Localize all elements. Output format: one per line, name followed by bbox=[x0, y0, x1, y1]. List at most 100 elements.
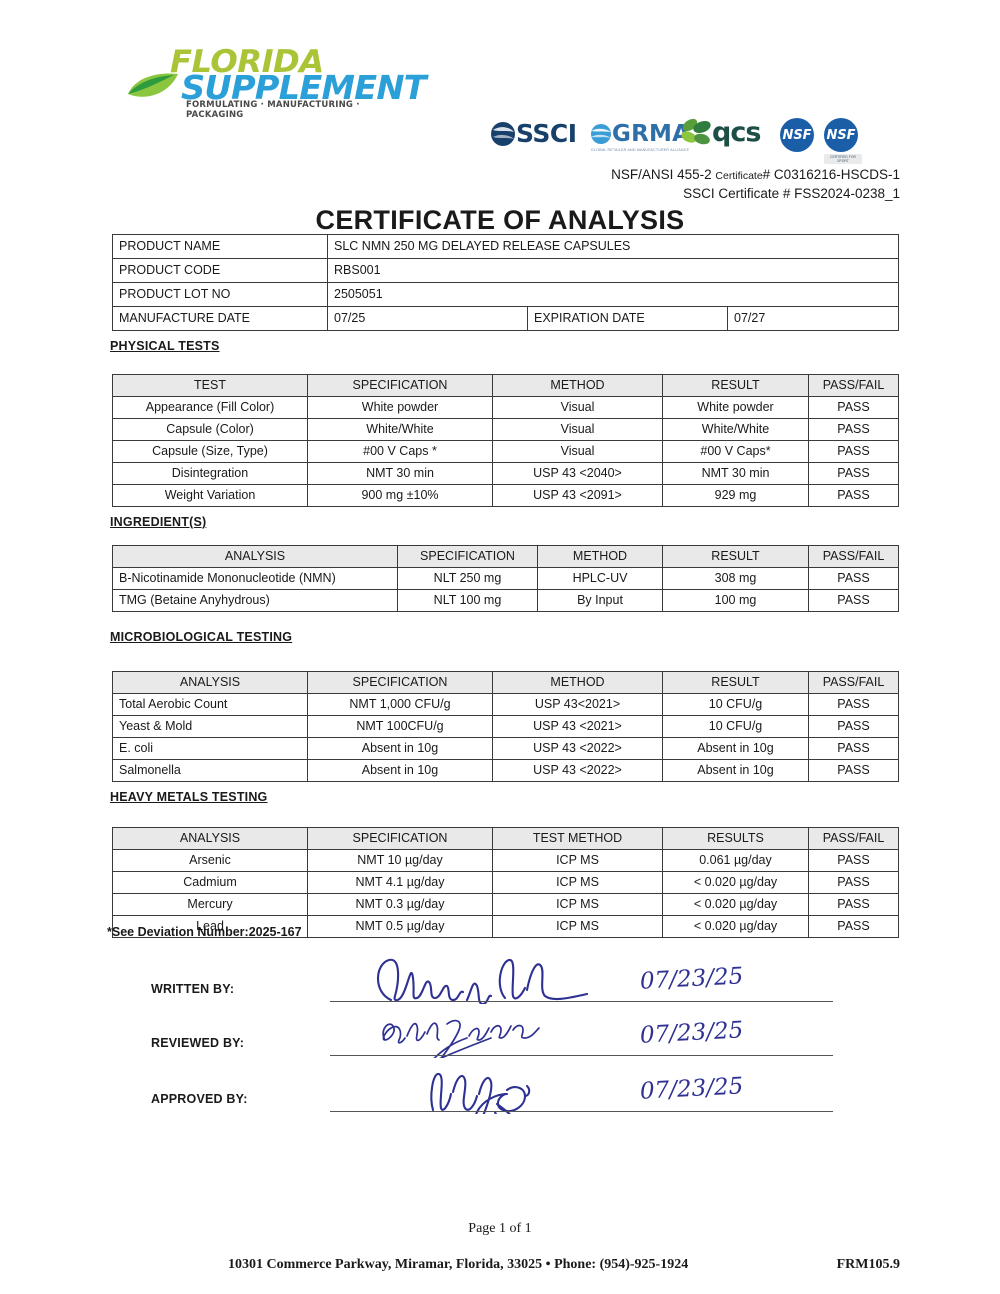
table-cell: < 0.020 µg/day bbox=[662, 915, 809, 938]
table-cell: Yeast & Mold bbox=[112, 715, 308, 738]
table-cell: ICP MS bbox=[492, 871, 663, 894]
manufacture-date-value: 07/25 bbox=[327, 306, 528, 331]
section-heading-heavy-metals: HEAVY METALS TESTING bbox=[110, 790, 268, 804]
table-header-row: ANALYSIS SPECIFICATION TEST METHOD RESULTS P… bbox=[112, 827, 899, 850]
column-header: PASS/FAIL bbox=[808, 545, 899, 568]
grma-subtitle: GLOBAL RETAILER AND MANUFACTURER ALLIANC… bbox=[590, 148, 690, 152]
table-cell: 10 CFU/g bbox=[662, 693, 809, 716]
table-cell: NLT 100 mg bbox=[397, 589, 538, 612]
signature-row-approved: APPROVED BY: 07/23/25 bbox=[0, 1070, 1000, 1124]
table-cell: NMT 100CFU/g bbox=[307, 715, 493, 738]
product-lot-value: 2505051 bbox=[326, 282, 900, 307]
table-cell: NMT 0.5 µg/day bbox=[307, 915, 493, 938]
table-cell: 0.061 µg/day bbox=[662, 849, 809, 872]
table-cell: HPLC-UV bbox=[537, 567, 663, 590]
table-cell: PASS bbox=[808, 693, 899, 716]
ssci-label: SSCI bbox=[516, 119, 577, 148]
table-cell: Appearance (Fill Color) bbox=[112, 396, 308, 419]
table-row: Disintegration NMT 30 min USP 43 <2040> NMT… bbox=[112, 462, 899, 485]
table-cell: B-Nicotinamide Mononucleotide (NMN) bbox=[112, 567, 398, 590]
product-name-label: PRODUCT NAME bbox=[112, 234, 328, 259]
footer-form-number: FRM105.9 bbox=[836, 1257, 900, 1272]
table-row: PRODUCT LOT NO 2505051 bbox=[112, 282, 900, 307]
table-row: Weight Variation 900 mg ±10% USP 43 <2091>… bbox=[112, 484, 899, 507]
column-header: RESULTS bbox=[662, 827, 809, 850]
table-cell: Absent in 10g bbox=[307, 759, 493, 782]
table-cell: ICP MS bbox=[492, 849, 663, 872]
nsf-badge: NSF bbox=[780, 118, 814, 152]
heavy-metals-table: ANALYSIS SPECIFICATION TEST METHOD RESULTS P… bbox=[112, 827, 899, 938]
nsf-sport-caption: CERTIFIED FOR SPORT bbox=[824, 154, 862, 164]
nsf-ansi-certificate-line: NSF/ANSI 455-2 Certificate# C0316216-HSC… bbox=[611, 166, 900, 185]
table-cell: Absent in 10g bbox=[662, 737, 809, 760]
grma-label: GRMA bbox=[612, 121, 691, 147]
expiration-date-value: 07/27 bbox=[726, 306, 900, 331]
column-header: SPECIFICATION bbox=[307, 671, 493, 694]
table-cell: USP 43 <2021> bbox=[492, 715, 663, 738]
reviewed-by-date: 07/23/25 bbox=[639, 1017, 744, 1049]
product-info-table: PRODUCT NAME SLC NMN 250 MG DELAYED RELE… bbox=[112, 234, 900, 331]
table-cell: TMG (Betaine Anyhydrous) bbox=[112, 589, 398, 612]
ssci-globe-icon bbox=[491, 121, 515, 146]
table-cell: Visual bbox=[492, 440, 663, 463]
signature-row-written: WRITTEN BY: 07/23/25 bbox=[0, 958, 1000, 1014]
column-header: METHOD bbox=[537, 545, 663, 568]
column-header: SPECIFICATION bbox=[307, 827, 493, 850]
qcs-leaves-icon bbox=[681, 118, 711, 144]
table-cell: PASS bbox=[808, 462, 899, 485]
certificate-numbers: NSF/ANSI 455-2 Certificate# C0316216-HSC… bbox=[611, 166, 900, 202]
manufacture-date-label: MANUFACTURE DATE bbox=[112, 306, 328, 331]
table-cell: < 0.020 µg/day bbox=[662, 871, 809, 894]
table-cell: ICP MS bbox=[492, 893, 663, 916]
table-cell: Cadmium bbox=[112, 871, 308, 894]
microbiological-table: ANALYSIS SPECIFICATION METHOD RESULT PASS/FA… bbox=[112, 671, 899, 782]
column-header: SPECIFICATION bbox=[307, 374, 493, 397]
reviewed-by-label: REVIEWED BY: bbox=[151, 1036, 245, 1050]
qcs-badge: qcs bbox=[680, 117, 761, 148]
nsf-mark: NSF bbox=[780, 118, 814, 152]
signature-row-reviewed: REVIEWED BY: 07/23/25 bbox=[0, 1014, 1000, 1068]
signature-line bbox=[330, 1055, 833, 1056]
table-cell: White powder bbox=[307, 396, 493, 419]
product-lot-label: PRODUCT LOT NO bbox=[112, 282, 328, 307]
column-header: PASS/FAIL bbox=[808, 671, 899, 694]
table-row: TMG (Betaine Anyhydrous) NLT 100 mg By Inp… bbox=[112, 589, 899, 612]
physical-tests-table: TEST SPECIFICATION METHOD RESULT PASS/FAIL A… bbox=[112, 374, 899, 507]
table-cell: NMT 30 min bbox=[307, 462, 493, 485]
table-cell: White powder bbox=[662, 396, 809, 419]
table-cell: Absent in 10g bbox=[662, 759, 809, 782]
table-row: Lead NMT 0.5 µg/day ICP MS < 0.020 µg/day PA… bbox=[112, 915, 899, 938]
section-heading-ingredients: INGREDIENT(S) bbox=[110, 515, 207, 529]
written-by-label: WRITTEN BY: bbox=[151, 982, 235, 996]
footer-address: 10301 Commerce Parkway, Miramar, Florida… bbox=[228, 1257, 689, 1272]
table-cell: White/White bbox=[662, 418, 809, 441]
deviation-note: *See Deviation Number:2025-167 bbox=[107, 925, 302, 939]
table-cell: NMT 0.3 µg/day bbox=[307, 893, 493, 916]
column-header: PASS/FAIL bbox=[808, 827, 899, 850]
column-header: TEST bbox=[112, 374, 308, 397]
certification-badges: SSCI GRMA GLOBAL RETAILER AND MANUFACTUR… bbox=[490, 113, 890, 164]
table-row: Salmonella Absent in 10g USP 43 <2022> Abse… bbox=[112, 759, 899, 782]
table-cell: PASS bbox=[808, 440, 899, 463]
signature-block: WRITTEN BY: 07/23/25 REVIEWED BY: bbox=[0, 958, 1000, 1130]
column-header: TEST METHOD bbox=[492, 827, 663, 850]
nsf-ansi-certificate-word: Certificate bbox=[715, 170, 763, 182]
ingredients-table: ANALYSIS SPECIFICATION METHOD RESULT PASS/FA… bbox=[112, 545, 899, 612]
table-row: Arsenic NMT 10 µg/day ICP MS 0.061 µg/day PA… bbox=[112, 849, 899, 872]
table-cell: Visual bbox=[492, 396, 663, 419]
column-header: METHOD bbox=[492, 374, 663, 397]
expiration-date-label: EXPIRATION DATE bbox=[527, 306, 728, 331]
ssci-certificate-line: SSCI Certificate # FSS2024-0238_1 bbox=[683, 186, 900, 201]
grma-badge: GRMA GLOBAL RETAILER AND MANUFACTURER AL… bbox=[590, 121, 690, 152]
table-cell: PASS bbox=[808, 567, 899, 590]
logo-text-supplement: SUPPLEMENT bbox=[181, 68, 427, 107]
table-cell: PASS bbox=[808, 893, 899, 916]
signature-mark bbox=[376, 958, 589, 1004]
heavy-metals-body: Arsenic NMT 10 µg/day ICP MS 0.061 µg/day PA… bbox=[112, 849, 899, 938]
table-cell: USP 43 <2022> bbox=[492, 759, 663, 782]
table-cell: NMT 30 min bbox=[662, 462, 809, 485]
ingredients-body: B-Nicotinamide Mononucleotide (NMN) NLT 2… bbox=[112, 567, 899, 612]
signature-mark bbox=[382, 1019, 540, 1058]
table-cell: 900 mg ±10% bbox=[307, 484, 493, 507]
column-header: ANALYSIS bbox=[112, 671, 308, 694]
